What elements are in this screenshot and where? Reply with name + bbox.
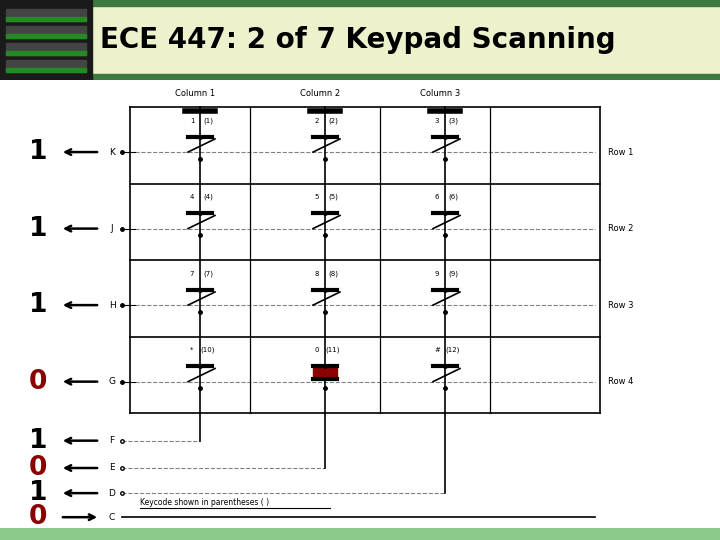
Text: Column 1: Column 1 [175, 89, 215, 98]
Text: (10): (10) [201, 347, 215, 353]
Bar [6, 43, 86, 55]
Text: 0: 0 [29, 455, 48, 481]
Text: 1: 1 [29, 215, 48, 241]
Bar [6, 60, 86, 72]
Text: Column 3: Column 3 [420, 89, 460, 98]
Text: 1: 1 [29, 139, 48, 165]
Text: J: J [111, 224, 113, 233]
Bar [6, 26, 86, 38]
Text: (6): (6) [448, 194, 458, 200]
Bar [313, 366, 337, 380]
Text: 1: 1 [29, 480, 48, 506]
Text: 2: 2 [315, 118, 319, 124]
Text: 1: 1 [29, 428, 48, 454]
Text: F: F [109, 436, 114, 445]
Text: ECE 447: 2 of 7 Keypad Scanning: ECE 447: 2 of 7 Keypad Scanning [100, 26, 616, 54]
Text: 0: 0 [29, 369, 48, 395]
Text: (4): (4) [203, 194, 213, 200]
Bar [0, 0, 720, 6]
Text: 4: 4 [190, 194, 194, 200]
Text: Row 2: Row 2 [608, 224, 634, 233]
Text: (5): (5) [328, 194, 338, 200]
Text: #: # [434, 347, 440, 353]
Text: 5: 5 [315, 194, 319, 200]
Text: 3: 3 [435, 118, 439, 124]
Bar [0, 74, 720, 80]
Text: (9): (9) [448, 270, 458, 276]
Text: 1: 1 [29, 292, 48, 318]
Text: 0: 0 [315, 347, 319, 353]
Bar [6, 51, 86, 55]
Text: 8: 8 [315, 271, 319, 276]
Bar [6, 68, 86, 72]
Text: G: G [109, 377, 115, 386]
Text: (12): (12) [446, 347, 460, 353]
Text: (1): (1) [203, 117, 213, 124]
Text: Row 4: Row 4 [608, 377, 634, 386]
Bar [6, 34, 86, 38]
Text: 1: 1 [190, 118, 194, 124]
Bar [6, 9, 86, 21]
Text: (11): (11) [325, 347, 341, 353]
Text: E: E [109, 463, 114, 472]
Text: 9: 9 [435, 271, 439, 276]
Text: (8): (8) [328, 270, 338, 276]
Text: 7: 7 [190, 271, 194, 276]
Bar [6, 17, 86, 21]
Text: D: D [109, 489, 115, 498]
Text: (7): (7) [203, 270, 213, 276]
Text: Row 3: Row 3 [608, 301, 634, 309]
Text: (3): (3) [448, 117, 458, 124]
Text: H: H [109, 301, 115, 309]
Text: Column 2: Column 2 [300, 89, 340, 98]
Text: *: * [190, 347, 194, 353]
Text: K: K [109, 147, 115, 157]
Text: Row 1: Row 1 [608, 147, 634, 157]
Text: (2): (2) [328, 117, 338, 124]
Text: 6: 6 [435, 194, 439, 200]
Text: 0: 0 [29, 504, 48, 530]
Bar [0, 0, 92, 80]
Text: C: C [109, 512, 115, 522]
Text: Keycode shown in parentheses ( ): Keycode shown in parentheses ( ) [140, 498, 269, 508]
